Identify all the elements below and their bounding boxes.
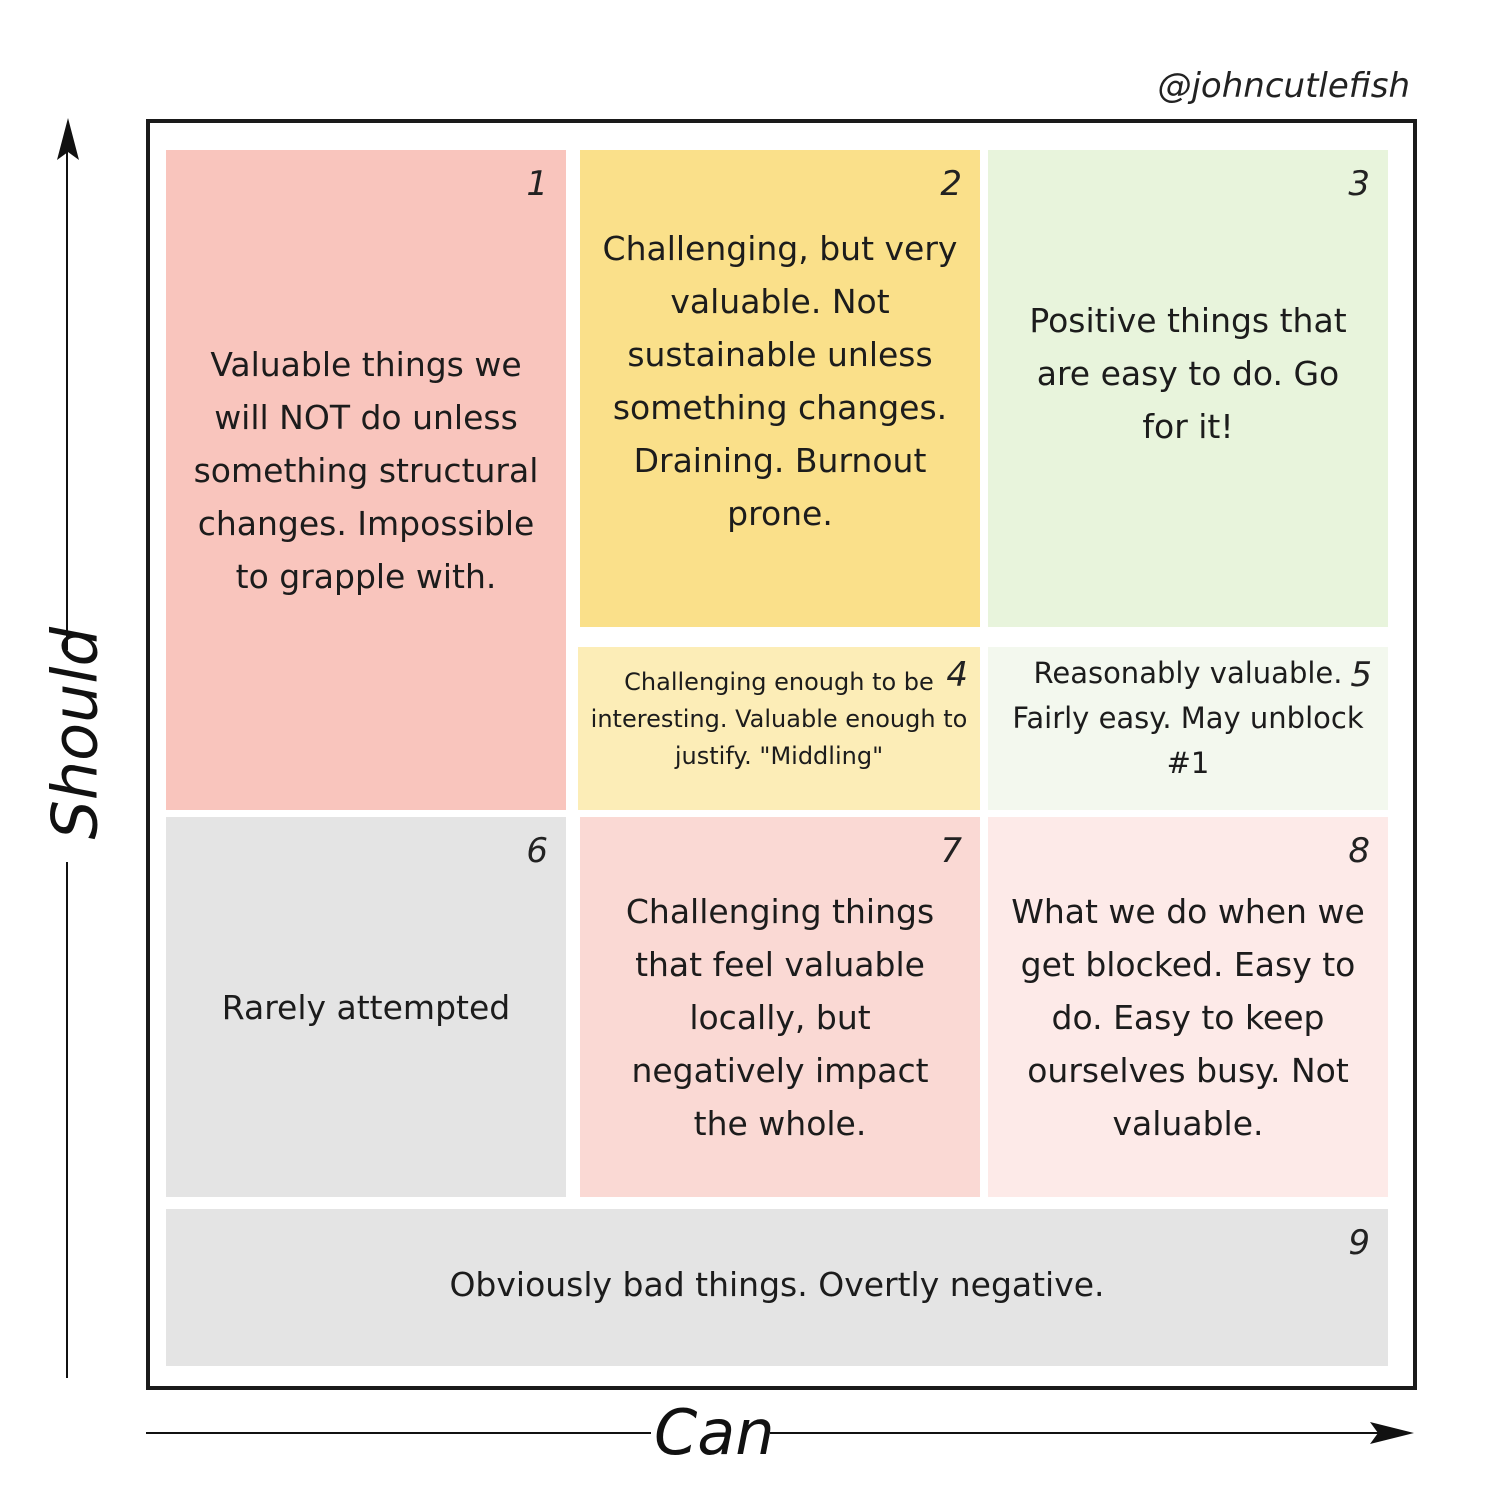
cell-text: Challenging things that feel valuable lo… (625, 891, 935, 1143)
author-credit: @johncutlefish (1157, 66, 1410, 106)
cell-3: 3 Positive things that are easy to do. G… (988, 150, 1388, 627)
cell-4: 4 Challenging enough to be interesting. … (578, 647, 980, 810)
cell-text: What we do when we get blocked. Easy to … (1011, 891, 1365, 1143)
cell-5: 5 Reasonably valuable. Fairly easy. May … (988, 647, 1388, 810)
cell-7: 7 Challenging things that feel valuable … (580, 817, 980, 1197)
cell-number: 9 (1348, 1223, 1370, 1263)
cell-number: 1 (526, 164, 548, 204)
x-axis-line-left (146, 1432, 651, 1434)
cell-number: 3 (1348, 164, 1370, 204)
cell-text: Valuable things we will NOT do unless so… (193, 344, 539, 596)
y-axis-label: Should (38, 627, 112, 840)
cell-number: 2 (940, 164, 962, 204)
cell-text: Obviously bad things. Overtly negative. (449, 1265, 1105, 1304)
matrix-frame: 1 Valuable things we will NOT do unless … (146, 119, 1417, 1390)
cell-text: Challenging, but very valuable. Not sust… (602, 229, 958, 533)
x-axis-line-right (770, 1432, 1380, 1434)
cell-number: 7 (940, 831, 962, 871)
cell-number: 4 (946, 655, 968, 695)
cell-number: 6 (526, 831, 548, 871)
cell-6: 6 Rarely attempted (166, 817, 566, 1197)
cell-text: Positive things that are easy to do. Go … (1029, 301, 1347, 446)
y-axis-arrowhead (57, 118, 79, 160)
y-axis-line-bottom (66, 862, 68, 1378)
cell-8: 8 What we do when we get blocked. Easy t… (988, 817, 1388, 1197)
cell-text: Rarely attempted (221, 987, 511, 1027)
cell-9: 9 Obviously bad things. Overtly negative… (166, 1209, 1388, 1366)
x-axis-label: Can (654, 1396, 775, 1469)
cell-number: 5 (1350, 655, 1372, 695)
cell-text: Reasonably valuable. Fairly easy. May un… (1012, 656, 1364, 780)
cell-text: Challenging enough to be interesting. Va… (590, 668, 968, 770)
cell-1: 1 Valuable things we will NOT do unless … (166, 150, 566, 810)
x-axis-arrowhead (1370, 1422, 1414, 1444)
y-axis-line-top (66, 150, 68, 650)
cell-2: 2 Challenging, but very valuable. Not su… (580, 150, 980, 627)
cell-number: 8 (1348, 831, 1370, 871)
